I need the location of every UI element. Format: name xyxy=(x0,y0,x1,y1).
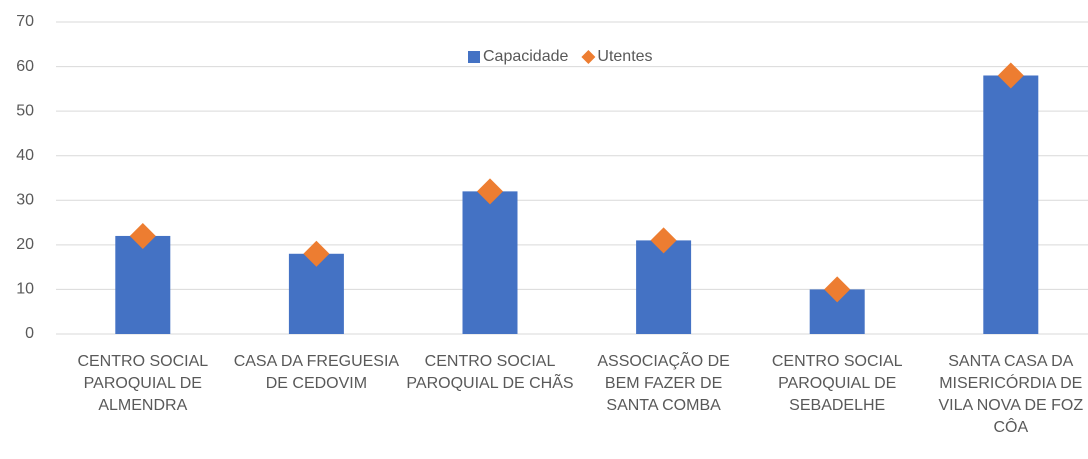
bar xyxy=(115,235,171,334)
x-tick-label: ASSOCIAÇÃO DE BEM FAZER DE SANTA COMBA xyxy=(597,350,729,414)
x-tick-label: CASA DA FREGUESIA DE CEDOVIM xyxy=(234,353,400,392)
x-tick-label: SANTA CASA DA MISERICÓRDIA DE VILA NOVA DE… xyxy=(938,353,1083,436)
bar xyxy=(983,75,1039,334)
legend-swatch xyxy=(468,51,480,63)
bar xyxy=(462,191,518,334)
x-tick-label: CENTRO SOCIAL PAROQUIAL DE SEBADELHE xyxy=(772,353,903,414)
marker xyxy=(824,276,851,303)
x-tick-label: CENTRO SOCIAL PAROQUIAL DE CHÃS xyxy=(406,353,573,392)
marker xyxy=(650,227,677,254)
marker xyxy=(303,240,330,267)
y-tick-label: 60 xyxy=(16,58,34,75)
y-tick-label: 40 xyxy=(16,147,34,164)
x-tick-label: CENTRO SOCIAL PAROQUIAL DE ALMENDRA xyxy=(77,353,208,414)
marker xyxy=(997,62,1024,89)
bar xyxy=(288,253,344,334)
y-tick-label: 0 xyxy=(25,325,34,342)
y-tick-label: 10 xyxy=(16,281,34,298)
y-tick-label: 70 xyxy=(16,13,34,30)
y-tick-label: 20 xyxy=(16,236,34,253)
y-tick-label: 50 xyxy=(16,102,34,119)
marker xyxy=(129,222,156,249)
legend-label: Capacidade xyxy=(483,48,569,65)
marker xyxy=(477,178,503,205)
bar xyxy=(636,240,692,334)
y-tick-label: 30 xyxy=(16,192,34,209)
legend-label: Utentes xyxy=(597,48,652,65)
legend-swatch xyxy=(581,50,596,64)
